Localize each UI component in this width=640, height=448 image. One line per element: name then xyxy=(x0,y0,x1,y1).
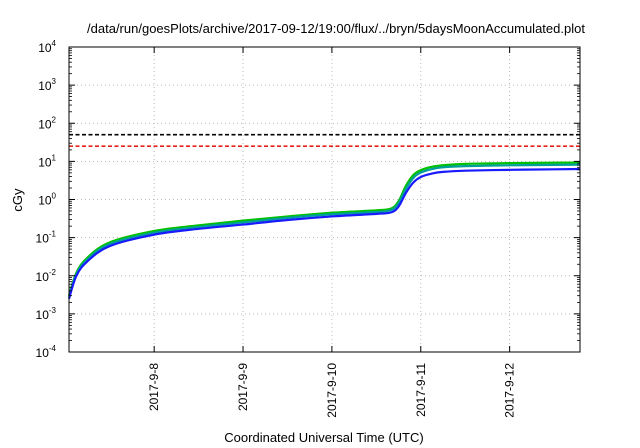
threshold-lines xyxy=(69,133,580,148)
x-axis: 2017-9-8 2017-9-9 2017-9-10 2017-9-11 2017-9… xyxy=(147,47,517,418)
x-tick-label: 2017-9-8 xyxy=(147,363,161,411)
chart-title: /data/run/goesPlots/archive/2017-09-12/1… xyxy=(87,21,585,36)
y-tick-label: 10-2 xyxy=(36,268,57,284)
grid xyxy=(69,47,580,352)
x-tick-label: 2017-9-10 xyxy=(325,363,339,418)
y-tick-label: 101 xyxy=(38,153,56,169)
series-line xyxy=(67,163,581,298)
series-line xyxy=(67,161,581,297)
y-tick-label: 102 xyxy=(38,115,56,131)
y-tick-label: 10-4 xyxy=(36,344,57,360)
y-tick-label: 104 xyxy=(38,39,56,55)
y-tick-label: 10-3 xyxy=(36,306,57,322)
y-tick-label: 103 xyxy=(38,77,56,93)
y-tick-label: 100 xyxy=(38,192,56,208)
x-tick-label: 2017-9-12 xyxy=(503,363,517,418)
y-axis-label: cGy xyxy=(10,188,25,212)
x-tick-label: 2017-9-9 xyxy=(236,363,250,411)
series-line xyxy=(67,167,581,300)
y-tick-label: 10-1 xyxy=(36,230,57,246)
y-axis: 10-4 10-3 10-2 10-1 100 101 102 103 104 xyxy=(36,39,580,360)
x-axis-label: Coordinated Universal Time (UTC) xyxy=(224,430,423,445)
series-layer xyxy=(67,161,581,300)
x-tick-label: 2017-9-11 xyxy=(414,363,428,417)
